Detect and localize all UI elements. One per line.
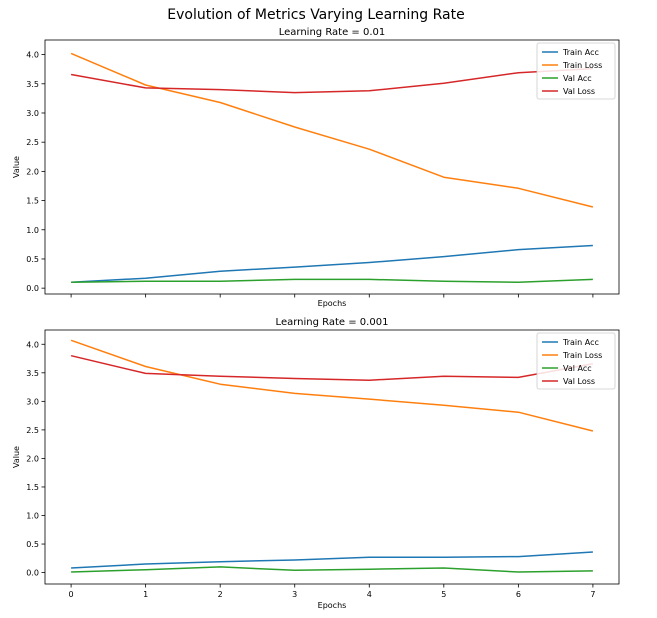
y-tick-label: 0.0: [26, 569, 39, 578]
y-tick-label: 1.0: [26, 512, 39, 521]
x-axis-label: Epochs: [318, 299, 347, 308]
legend-label: Val Acc: [563, 364, 592, 373]
figure-suptitle: Evolution of Metrics Varying Learning Ra…: [167, 7, 464, 23]
y-tick-label: 2.5: [26, 138, 39, 147]
legend-label: Train Loss: [562, 61, 602, 70]
y-tick-label: 3.0: [26, 109, 39, 118]
series-line-val-loss: [70, 67, 593, 94]
chart-title: Learning Rate = 0.001: [276, 317, 389, 328]
y-tick-label: 4.0: [26, 340, 39, 349]
series-line-val-loss: [70, 354, 594, 381]
y-tick-label: 1.5: [26, 483, 39, 492]
x-axis-label: Epochs: [318, 601, 347, 610]
subplot-lr-0-01: Learning Rate = 0.01 0.0 0.5 1.0 1.5 2.0 2.5 3.…: [12, 27, 620, 308]
y-tick-label: 4.0: [26, 51, 39, 60]
y-tick-label: 0.0: [26, 284, 39, 293]
series-line-train-loss: [70, 52, 594, 208]
x-tick-label: 0: [69, 590, 74, 599]
x-tick-label: 7: [590, 590, 595, 599]
x-tick-label: 3: [292, 590, 297, 599]
x-tick-label: 5: [441, 590, 446, 599]
y-tick-label: 3.5: [26, 80, 39, 89]
axes-frame: [44, 39, 620, 295]
chart-title: Learning Rate = 0.01: [279, 27, 386, 38]
legend-label: Train Acc: [562, 338, 599, 347]
y-axis-label: Value: [12, 446, 21, 468]
x-tick-label: 4: [367, 590, 372, 599]
series-line-val-acc: [71, 278, 593, 284]
legend-label: Val Acc: [563, 74, 592, 83]
series-line-train-acc: [71, 244, 593, 284]
y-tick-label: 2.0: [26, 454, 39, 463]
y-tick-label: 1.0: [26, 226, 39, 235]
x-tick-label: 1: [143, 590, 148, 599]
legend-label: Train Acc: [562, 48, 599, 57]
series-line-val-acc: [71, 566, 593, 573]
y-tick-label: 3.0: [26, 397, 39, 406]
axes-frame: [44, 329, 620, 585]
y-tick-label: 1.5: [26, 197, 39, 206]
series-line-train-acc: [71, 551, 593, 569]
series-line-train-loss: [70, 339, 594, 432]
subplot-lr-0-001: Learning Rate = 0.001 0.0 0.5 1.0 1.5 2.0 2.5 3…: [12, 317, 620, 610]
y-tick-label: 0.5: [26, 255, 39, 264]
y-tick-label: 3.5: [26, 369, 39, 378]
y-tick-label: 2.0: [26, 167, 39, 176]
legend-label: Val Loss: [563, 87, 595, 96]
y-tick-label: 2.5: [26, 426, 39, 435]
y-tick-label: 0.5: [26, 540, 39, 549]
x-tick-label: 2: [218, 590, 223, 599]
legend-label: Train Loss: [562, 351, 602, 360]
legend-box: [536, 332, 616, 390]
x-tick-label: 6: [516, 590, 521, 599]
legend-label: Val Loss: [563, 377, 595, 386]
legend-box: [536, 42, 616, 100]
y-axis-label: Value: [12, 156, 21, 178]
